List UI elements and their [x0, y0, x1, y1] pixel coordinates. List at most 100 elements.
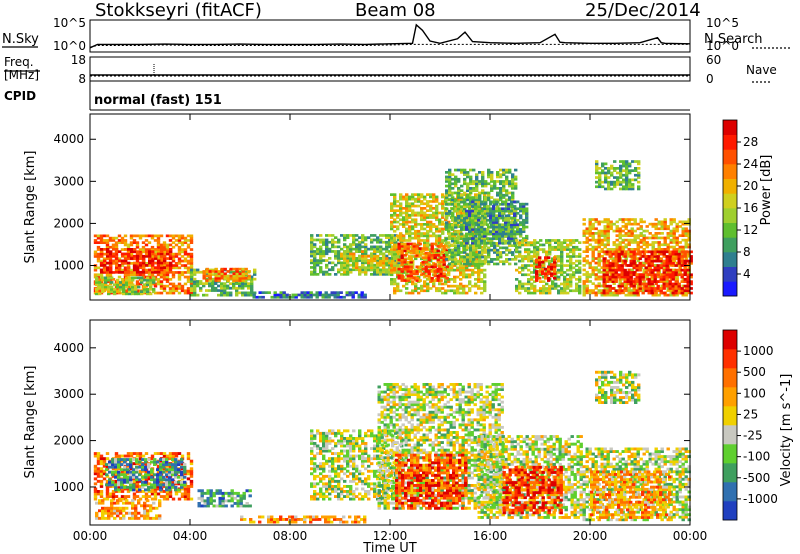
power-cell [639, 220, 643, 224]
power-cell [496, 198, 500, 202]
power-cell [186, 268, 191, 272]
power-cell [490, 175, 494, 179]
power-cell [343, 252, 347, 256]
power-cell [639, 245, 643, 249]
power-cell [681, 227, 685, 231]
power-cell [644, 287, 648, 290]
power-cell [400, 258, 404, 262]
power-cell [460, 214, 464, 218]
power-cell [238, 291, 242, 295]
power-cell [665, 273, 669, 277]
power-cell [138, 234, 143, 238]
power-cell [511, 182, 515, 186]
power-cell [106, 250, 110, 253]
power-cell [217, 279, 221, 282]
power-cell [471, 237, 475, 240]
power-cell [597, 275, 601, 279]
power-cell [450, 234, 454, 238]
power-cell [511, 219, 515, 222]
power-cell [420, 287, 424, 290]
power-cell [563, 278, 567, 281]
power-cell [154, 261, 158, 265]
power-cell [396, 255, 400, 258]
power-cell [146, 292, 150, 296]
power-cell [630, 229, 634, 233]
power-cell [507, 209, 511, 213]
power-cell [481, 207, 485, 211]
power-cell [468, 212, 472, 215]
power-cell [505, 203, 509, 206]
power-cell [642, 248, 646, 251]
power-cell [403, 249, 407, 253]
power-cell [223, 267, 227, 271]
power-cell [496, 258, 500, 261]
power-cell [388, 261, 392, 265]
power-cell [536, 255, 540, 258]
power-cell [539, 287, 543, 290]
power-cell [448, 237, 452, 241]
power-cell [129, 262, 134, 265]
power-cell [483, 205, 487, 208]
power-cell [316, 273, 320, 276]
power-cell [396, 213, 400, 217]
power-cell [399, 197, 403, 201]
power-cell [435, 209, 439, 212]
power-cell [430, 247, 434, 250]
power-cell [135, 252, 140, 256]
power-cell [450, 200, 454, 203]
power-cell [211, 270, 215, 273]
power-cell [647, 264, 651, 267]
power-cell [530, 271, 534, 274]
power-cell [177, 275, 182, 279]
power-cell [651, 277, 655, 281]
power-cell [477, 228, 481, 231]
power-cell [663, 273, 667, 276]
power-cell [499, 230, 503, 234]
power-cell [420, 209, 424, 212]
power-cell [474, 216, 478, 220]
power-cell [636, 241, 640, 244]
power-cell [582, 232, 586, 235]
power-cell [460, 232, 464, 236]
power-cell [397, 242, 401, 246]
power-cell [408, 197, 412, 201]
power-cell [507, 207, 511, 211]
power-cell [346, 264, 350, 267]
power-cell [575, 248, 579, 251]
power-cell [146, 288, 150, 291]
power-cell [186, 234, 191, 238]
power-cell [355, 234, 359, 237]
power-cell [499, 251, 503, 254]
power-cell [214, 273, 218, 276]
power-cell [519, 209, 523, 213]
power-cell [367, 266, 371, 269]
power-cell [493, 184, 497, 188]
power-cell [107, 285, 111, 289]
power-cell [553, 260, 557, 264]
power-cell [406, 244, 410, 248]
power-cell [492, 212, 496, 215]
power-cell [226, 286, 230, 290]
power-cell [370, 264, 374, 267]
power-cell [370, 257, 374, 260]
power-cell [641, 282, 645, 286]
power-cell [594, 273, 598, 276]
power-cell [563, 275, 567, 279]
power-cell [459, 264, 463, 267]
power-cell [527, 289, 531, 293]
power-cell [343, 250, 347, 253]
power-cell [668, 255, 672, 258]
power-cell [117, 234, 122, 238]
power-cell [683, 252, 687, 256]
power-cell [130, 270, 134, 274]
power-cell [566, 278, 570, 281]
power-cell [453, 234, 457, 238]
power-cell [205, 279, 209, 282]
power-cell [639, 241, 643, 244]
power-cell [657, 248, 661, 251]
power-cell [131, 276, 135, 280]
power-cell [478, 191, 482, 195]
power-cell [487, 260, 491, 263]
power-cell [454, 219, 458, 222]
power-cell [448, 173, 452, 176]
